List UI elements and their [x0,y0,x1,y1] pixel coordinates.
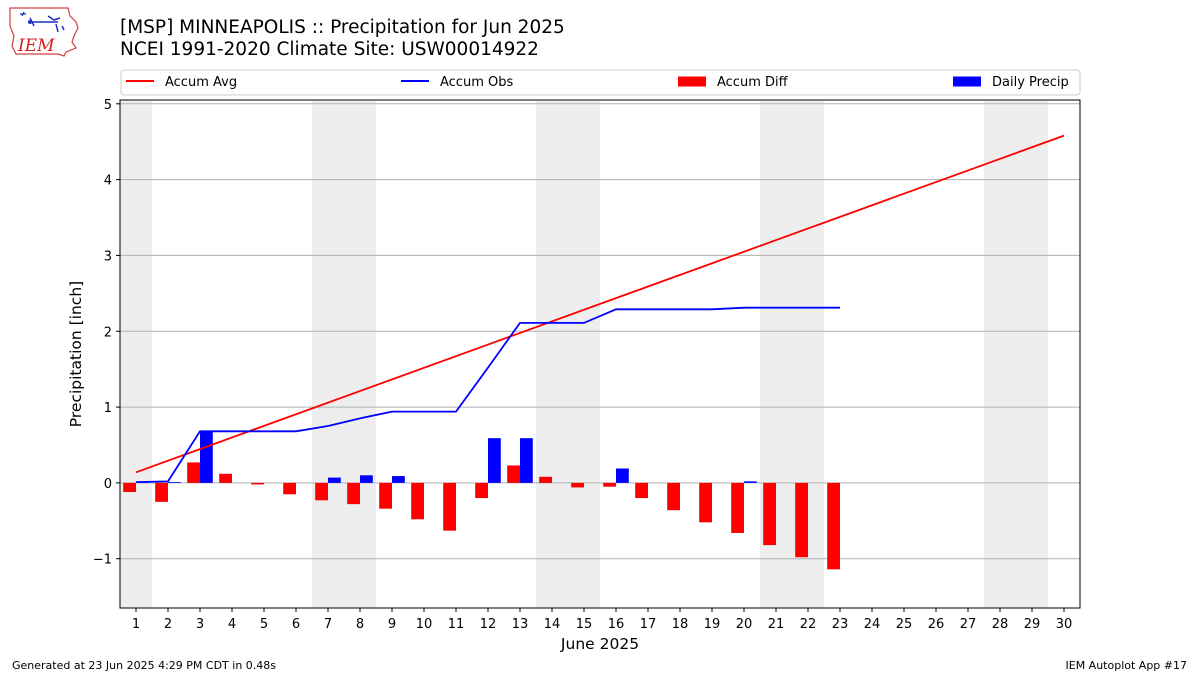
chart-subtitle: NCEI 1991-2020 Climate Site: USW00014922 [120,39,539,60]
x-tick-label: 6 [292,617,300,632]
diff-bar [347,482,360,505]
x-tick-label: 22 [800,617,817,632]
diff-bar [315,482,328,501]
diff-bar [283,482,296,495]
weekend-shade [984,100,1048,608]
plot-frame [119,99,1081,609]
daily-precip-bar [392,476,405,483]
daily-precip-bar [360,475,373,483]
y-tick-label: −1 [93,553,112,568]
x-tick-label: 11 [448,617,465,632]
daily-precip-bar [488,438,501,483]
diff-bar [827,482,840,570]
diff-bar [635,482,648,499]
x-tick-label: 27 [960,617,977,632]
daily-precip-bar [328,477,341,483]
y-tick-label: 0 [104,477,112,492]
accum-obs-line [135,306,840,483]
diff-bar [411,482,424,520]
x-tick-label: 21 [768,617,785,632]
x-tick-label: 15 [576,617,593,632]
diff-bar [219,473,232,483]
x-tick-label: 10 [416,617,433,632]
diff-bar [379,482,392,509]
svg-text:IEM: IEM [17,36,55,56]
x-tick-label: 9 [388,617,396,632]
x-tick-label: 26 [928,617,945,632]
x-tick-label: 3 [196,617,204,632]
diff-bar [443,482,456,531]
weekend-shade [312,100,376,608]
iem-logo: IEM [9,7,79,57]
diff-bar [507,465,520,483]
x-tick-label: 30 [1056,617,1073,632]
diff-bar [763,482,776,546]
legend-daily-precip-label: Daily Precip [992,75,1069,90]
x-axis-label: June 2025 [560,635,639,653]
x-tick-label: 16 [608,617,625,632]
weekend-shade [536,100,600,608]
diff-bar [187,462,200,483]
x-tick-label: 4 [228,617,236,632]
y-tick-label: 4 [104,174,112,189]
diff-bar [251,482,264,485]
diff-bar [667,482,680,511]
x-tick-label: 13 [512,617,529,632]
y-tick-label: 1 [104,401,112,416]
legend: Accum Avg Accum Obs Accum Diff Daily Precip [120,69,1081,96]
x-tick-label: 29 [1024,617,1041,632]
diff-bar [123,482,136,492]
accum-avg-line [135,134,1065,474]
generated-timestamp: Generated at 23 Jun 2025 4:29 PM CDT in … [12,659,277,672]
x-tick-label: 14 [544,617,561,632]
x-tick-label: 20 [736,617,753,632]
legend-accum-obs-label: Accum Obs [440,75,513,90]
legend-accum-avg-label: Accum Avg [165,75,237,90]
diff-bar [475,482,488,499]
diff-bar [603,482,616,487]
x-tick-label: 17 [640,617,657,632]
daily-precip-bar [200,431,213,483]
daily-precip-bar [520,438,533,483]
x-tick-label: 1 [132,617,140,632]
y-tick-label: 5 [104,98,112,113]
diff-bar [539,476,552,483]
legend-daily-precip-swatch [953,76,981,87]
daily-precip-bar [168,482,181,483]
daily-precip-bar [616,468,629,483]
diff-bar [155,482,168,502]
x-tick-label: 18 [672,617,689,632]
x-tick-label: 28 [992,617,1009,632]
diff-bar [699,482,712,523]
legend-box [120,69,1081,96]
x-tick-label: 2 [164,617,172,632]
app-credit: IEM Autoplot App #17 [1065,659,1188,672]
y-axis-label: Precipitation [inch] [67,281,85,427]
x-tick-label: 8 [356,617,364,632]
x-tick-label: 23 [832,617,849,632]
x-tick-label: 24 [864,617,881,632]
x-tick-label: 5 [260,617,268,632]
diff-bar [795,482,808,558]
x-tick-label: 25 [896,617,913,632]
x-tick-label: 19 [704,617,721,632]
chart-title: [MSP] MINNEAPOLIS :: Precipitation for J… [120,17,565,38]
weekend-shade [120,100,152,608]
diff-bar [731,482,744,533]
legend-accum-diff-label: Accum Diff [717,75,789,90]
daily-precip-bar [744,481,757,483]
legend-accum-diff-swatch [678,76,706,87]
diff-bar [571,482,584,488]
x-tick-label: 12 [480,617,497,632]
x-tick-label: 7 [324,617,332,632]
y-tick-label: 2 [104,325,112,340]
y-tick-label: 3 [104,249,112,264]
